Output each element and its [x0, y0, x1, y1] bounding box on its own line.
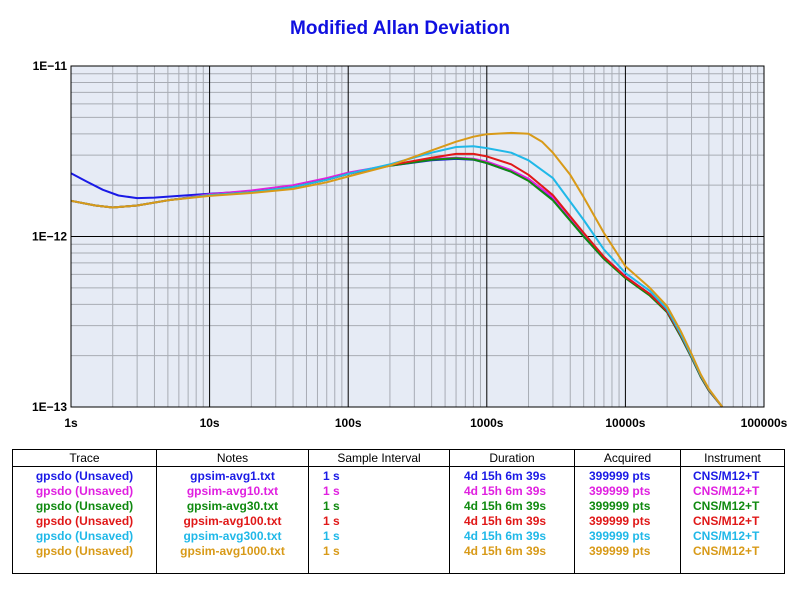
cell-acquired: 399999 pts	[574, 529, 681, 544]
cell-instrument: CNS/M12+T	[680, 529, 785, 544]
cell-duration: 4d 15h 6m 39s	[449, 514, 575, 529]
cell-duration: 4d 15h 6m 39s	[449, 484, 575, 499]
cell-notes: gpsim-avg300.txt	[156, 529, 309, 544]
series-line-6	[70, 131, 724, 408]
table-row[interactable]: gpsdo (Unsaved) gpsim-avg10.txt 1 s 4d 15h …	[12, 484, 785, 499]
chart-title: Modified Allan Deviation	[290, 18, 510, 39]
table-row[interactable]: gpsdo (Unsaved) gpsim-avg1000.txt 1 s 4d 15…	[12, 544, 785, 574]
cell-instrument: CNS/M12+T	[680, 514, 785, 529]
table-row[interactable]: gpsdo (Unsaved) gpsim-avg100.txt 1 s 4d 15h…	[12, 514, 785, 529]
series-layer	[70, 131, 724, 408]
cell-trace: gpsdo (Unsaved)	[12, 529, 157, 544]
cell-duration: 4d 15h 6m 39s	[449, 529, 575, 544]
table-row[interactable]: gpsdo (Unsaved) gpsim-avg300.txt 1 s 4d 15h…	[12, 529, 785, 544]
adev-plot: 1s 10s 100s 1000s 10000s 100000s 1E−131E−121E…	[32, 59, 788, 430]
cell-duration: 4d 15h 6m 39s	[449, 499, 575, 514]
cell-acquired: 399999 pts	[574, 544, 681, 574]
cell-interval: 1 s	[308, 529, 450, 544]
table-row[interactable]: gpsdo (Unsaved) gpsim-avg30.txt 1 s 4d 15h …	[12, 499, 785, 514]
x-tick-label: 10000s	[605, 416, 645, 430]
x-tick-label: 1000s	[470, 416, 504, 430]
cell-instrument: CNS/M12+T	[680, 484, 785, 499]
col-header-instrument[interactable]: Instrument	[680, 449, 785, 467]
plot-border	[70, 65, 765, 408]
col-header-notes[interactable]: Notes	[156, 449, 309, 467]
col-header-acquired[interactable]: Acquired	[574, 449, 681, 467]
cell-acquired: 399999 pts	[574, 466, 681, 484]
cell-interval: 1 s	[308, 484, 450, 499]
cell-acquired: 399999 pts	[574, 484, 681, 499]
cell-trace: gpsdo (Unsaved)	[12, 514, 157, 529]
col-header-trace[interactable]: Trace	[12, 449, 157, 467]
y-tick-label: 1E−12	[32, 230, 67, 244]
x-tick-label: 10s	[200, 416, 220, 430]
col-header-interval[interactable]: Sample Interval	[308, 449, 450, 467]
cell-interval: 1 s	[308, 514, 450, 529]
cell-notes: gpsim-avg1.txt	[156, 466, 309, 484]
cell-instrument: CNS/M12+T	[680, 544, 785, 574]
table-header-row: Trace Notes Sample Interval Duration Acq…	[12, 449, 785, 467]
cell-notes: gpsim-avg10.txt	[156, 484, 309, 499]
table-row[interactable]: gpsdo (Unsaved) gpsim-avg1.txt 1 s 4d 15h 6…	[12, 466, 785, 484]
y-tick-label: 1E−13	[32, 400, 67, 414]
col-header-duration[interactable]: Duration	[449, 449, 575, 467]
cell-instrument: CNS/M12+T	[680, 499, 785, 514]
cell-interval: 1 s	[308, 499, 450, 514]
x-tick-label: 100000s	[741, 416, 788, 430]
cell-trace: gpsdo (Unsaved)	[12, 544, 157, 574]
x-tick-label: 100s	[335, 416, 362, 430]
cell-acquired: 399999 pts	[574, 514, 681, 529]
cell-interval: 1 s	[308, 466, 450, 484]
cell-duration: 4d 15h 6m 39s	[449, 466, 575, 484]
cell-notes: gpsim-avg1000.txt	[156, 544, 309, 574]
x-tick-labels: 1s 10s 100s 1000s 10000s 100000s	[64, 416, 787, 430]
cell-acquired: 399999 pts	[574, 499, 681, 514]
cell-trace: gpsdo (Unsaved)	[12, 466, 157, 484]
trace-table: Trace Notes Sample Interval Duration Acq…	[12, 449, 785, 574]
cell-notes: gpsim-avg30.txt	[156, 499, 309, 514]
x-tick-label: 1s	[64, 416, 78, 430]
cell-trace: gpsdo (Unsaved)	[12, 499, 157, 514]
y-tick-label: 1E−11	[33, 59, 68, 73]
y-tick-labels: 1E−13 1E−12 1E−11	[32, 59, 67, 414]
cell-notes: gpsim-avg100.txt	[156, 514, 309, 529]
cell-interval: 1 s	[308, 544, 450, 574]
cell-instrument: CNS/M12+T	[680, 466, 785, 484]
cell-duration: 4d 15h 6m 39s	[449, 544, 575, 574]
cell-trace: gpsdo (Unsaved)	[12, 484, 157, 499]
